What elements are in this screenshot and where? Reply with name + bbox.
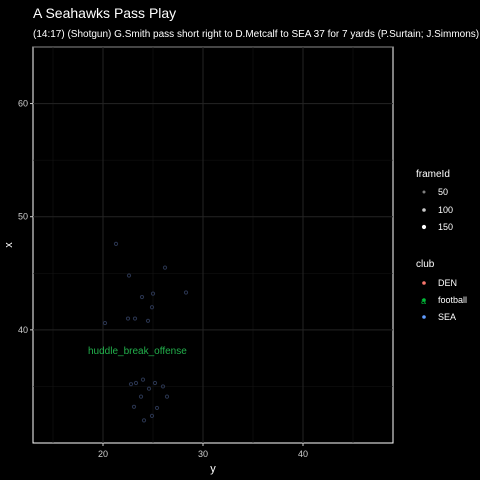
legend-frameid-label-0: 50 xyxy=(438,187,448,197)
point-den xyxy=(149,413,155,418)
legend-club-label-sea: SEA xyxy=(438,312,456,322)
y-axis-title: x xyxy=(3,242,15,248)
point-den xyxy=(152,380,158,386)
point-sea xyxy=(149,305,155,310)
x-tick-label: 20 xyxy=(98,449,108,459)
legend-club-key-den xyxy=(422,281,426,285)
plot-panel xyxy=(32,46,394,444)
point-sea xyxy=(183,290,189,295)
point-den xyxy=(160,384,166,389)
y-tick-label: 50 xyxy=(18,212,28,222)
legend-club-label-football: football xyxy=(438,295,467,305)
point-den xyxy=(140,377,146,382)
chart-subtitle: (14:17) (Shotgun) G.Smith pass short rig… xyxy=(33,29,480,40)
point-sea xyxy=(139,294,145,300)
point-den xyxy=(146,386,152,391)
legend-club-label-den: DEN xyxy=(438,278,457,288)
legend-frameid-title: frameId xyxy=(416,169,450,180)
point-sea xyxy=(145,318,151,323)
chart-title: A Seahawks Pass Play xyxy=(33,5,176,21)
legend-club-key-football xyxy=(422,298,426,302)
tick-labels: 20 30 40 40 50 60 xyxy=(18,99,308,459)
point-den xyxy=(133,380,139,386)
y-tick-label: 40 xyxy=(18,325,28,335)
point-sea xyxy=(150,291,156,296)
point-den xyxy=(141,418,147,423)
point-den xyxy=(128,382,134,387)
points-layer xyxy=(102,241,189,423)
legend-frameid-key-0 xyxy=(422,190,426,194)
legend-frameid-label-2: 150 xyxy=(438,222,453,232)
point-sea xyxy=(125,316,131,321)
point-sea xyxy=(162,265,168,270)
y-tick-label: 60 xyxy=(18,99,28,109)
legend-frameid: frameId 50 100 150 xyxy=(416,169,453,232)
legend-club: club DEN a football SEA xyxy=(416,259,467,322)
point-sea xyxy=(102,320,108,326)
legend-frameid-key-1 xyxy=(422,208,426,212)
annotation-label: huddle_break_offense xyxy=(88,346,187,357)
legend-frameid-key-2 xyxy=(421,224,427,230)
point-den xyxy=(138,394,144,399)
x-tick-label: 30 xyxy=(198,449,208,459)
point-den xyxy=(154,405,160,411)
grid-lines xyxy=(33,46,393,443)
x-axis-title: y xyxy=(210,463,216,475)
point-sea xyxy=(132,316,138,321)
legend-club-key-sea xyxy=(422,315,426,319)
point-sea xyxy=(113,241,119,246)
legend-frameid-label-1: 100 xyxy=(438,205,453,215)
point-sea xyxy=(126,273,132,278)
point-den xyxy=(164,394,170,399)
legend-club-title: club xyxy=(416,259,435,270)
point-den xyxy=(131,404,137,409)
legend-club-glyph-football: a xyxy=(421,296,426,306)
x-tick-label: 40 xyxy=(298,449,308,459)
